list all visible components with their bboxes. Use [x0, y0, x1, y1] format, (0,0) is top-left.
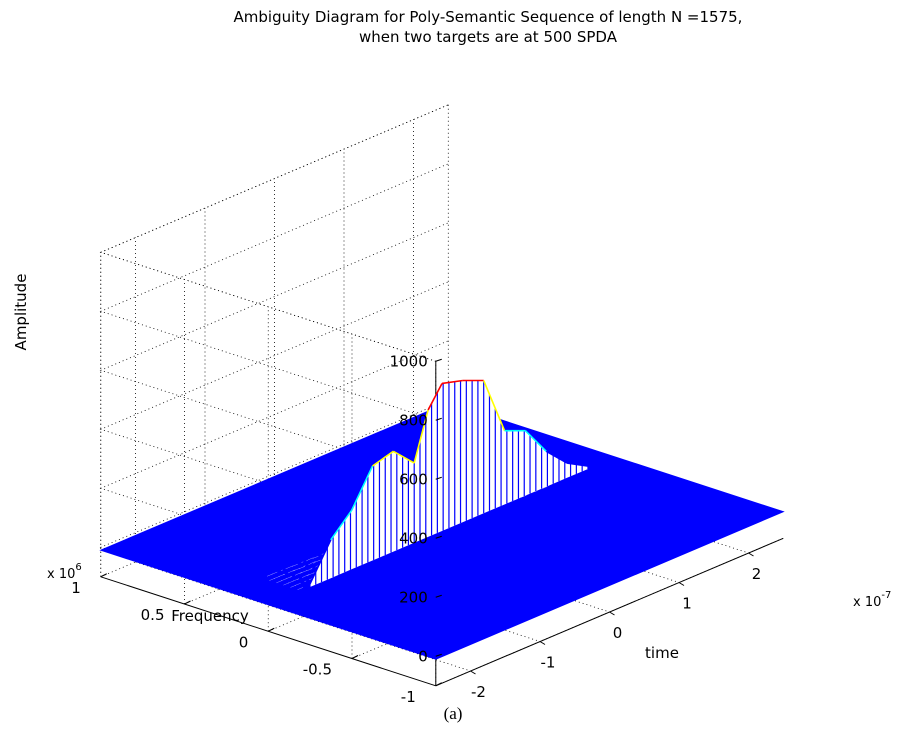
x-tick-mark-3	[678, 582, 685, 586]
x-tick-label-2: 0	[613, 624, 623, 642]
grid-line-z-2	[99, 222, 449, 480]
ridge-crest-segment-12	[545, 450, 568, 464]
tick-layer: 1000 800 600 400 200 0 1 0.5 0 -0.5 -1 -2 -1 0 1 2	[71, 352, 761, 706]
x-tick-label-3: 1	[682, 595, 692, 613]
z-tick-label-5: 0	[418, 647, 428, 665]
grid-line-z-3	[99, 281, 449, 539]
chart-title-line2: when two targets are at 500 SPDA	[359, 28, 618, 46]
y-tick-label-4: -1	[401, 688, 416, 706]
ridge-crest-segment-13	[566, 462, 589, 467]
x-tick-mark-1	[539, 641, 546, 645]
ridge-crest-segment-0	[309, 539, 332, 585]
x-exponent-label: x 10-7	[853, 590, 891, 610]
z-tick-label-3: 400	[399, 529, 428, 547]
grid-line-z-1	[99, 163, 449, 421]
ridge-crest-segment-9	[482, 380, 506, 431]
y-exponent-label: x 106	[47, 562, 82, 582]
ridge-crest-segment-6	[427, 383, 443, 411]
ridge-crest-segment-4	[392, 450, 415, 464]
y-tick-label-0: 1	[71, 579, 81, 597]
x-tick-label-4: 2	[752, 565, 762, 583]
box-edge-left-top	[100, 251, 436, 362]
x-tick-mark-2	[609, 611, 615, 616]
x-tick-label-0: -2	[471, 683, 486, 701]
grid-line-z-5	[99, 399, 449, 657]
y-tick-label-2: 0	[239, 633, 249, 651]
x-axis-label: time	[645, 644, 679, 662]
y-tick-label-1: 0.5	[141, 606, 165, 624]
y-tick-mark-2	[268, 627, 275, 632]
z-tick-mark-1	[435, 417, 442, 421]
y-tick-mark-0	[100, 573, 107, 578]
z-tick-label-2: 600	[399, 470, 428, 488]
z-tick-label-0: 1000	[390, 352, 428, 370]
surface-texture-line-13	[266, 473, 525, 577]
ridge-crest-segment-7	[441, 379, 463, 385]
z-tick-mark-5	[435, 653, 442, 657]
z-tick-mark-2	[435, 476, 442, 480]
z-tick-mark-3	[435, 535, 442, 539]
z-tick-label-4: 200	[399, 588, 428, 606]
z-axis-label: Amplitude	[12, 274, 30, 351]
y-tick-mark-3	[351, 655, 359, 659]
figure-caption: (a)	[444, 704, 463, 723]
ridge-crest-segment-3	[372, 450, 394, 467]
x-tick-mark-4	[748, 552, 754, 557]
ridge-crest-segment-5	[413, 409, 429, 464]
ridge-crest-segment-11	[524, 430, 547, 452]
y-axis-label: Frequency	[171, 607, 249, 625]
x-tick-mark-0	[470, 670, 476, 675]
ridge-crest-segment-2	[350, 465, 374, 511]
y-tick-label-3: -0.5	[303, 661, 332, 679]
y-tick-mark-1	[184, 600, 191, 605]
ridge-crest-segment-1	[330, 509, 353, 541]
z-tick-mark-4	[435, 594, 442, 598]
box-edge-back-top	[100, 104, 449, 253]
ridge-layer	[309, 379, 589, 587]
x-tick-label-1: -1	[541, 654, 556, 672]
surface-texture-line-12	[269, 474, 527, 581]
z-tick-mark-0	[435, 358, 442, 362]
z-tick-label-1: 800	[399, 411, 428, 429]
chart-title-line1: Ambiguity Diagram for Poly-Semantic Sequ…	[234, 8, 743, 26]
surface-texture-line-10	[273, 475, 532, 579]
y-tick-mark-4	[435, 682, 442, 687]
